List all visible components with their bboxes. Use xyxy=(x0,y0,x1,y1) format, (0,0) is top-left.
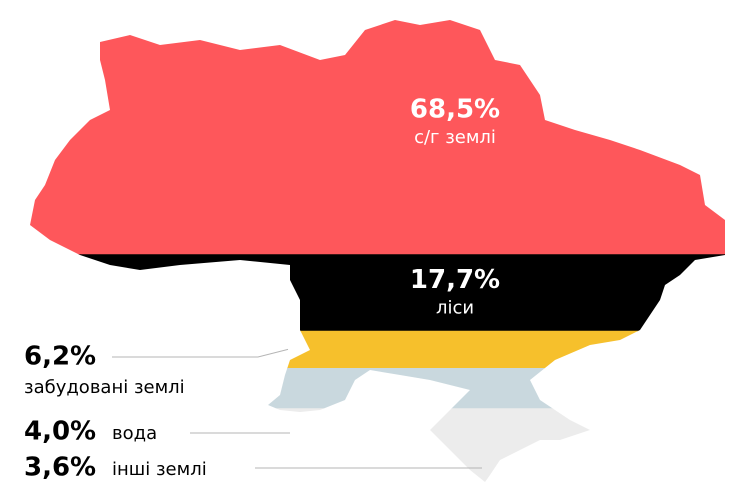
category-label: вода xyxy=(112,423,157,444)
category-label: забудовані землі xyxy=(24,377,185,398)
map xyxy=(30,20,725,482)
value-label: 3,6% xyxy=(24,453,96,483)
band xyxy=(30,254,725,332)
value-label: 17,7% xyxy=(410,265,500,295)
labels: 68,5%с/г землі 17,7% ліси 6,2% забудовані зе… xyxy=(24,95,500,483)
leader-line xyxy=(112,348,289,358)
category-label: інші землі xyxy=(112,459,207,480)
band xyxy=(30,330,725,369)
category-label: с/г землі xyxy=(414,127,496,148)
value-label: 6,2% xyxy=(24,342,96,372)
band xyxy=(30,20,725,255)
category-label: ліси xyxy=(436,298,474,319)
value-label: 4,0% xyxy=(24,417,96,447)
value-label: 68,5% xyxy=(410,95,500,125)
band xyxy=(30,408,725,482)
